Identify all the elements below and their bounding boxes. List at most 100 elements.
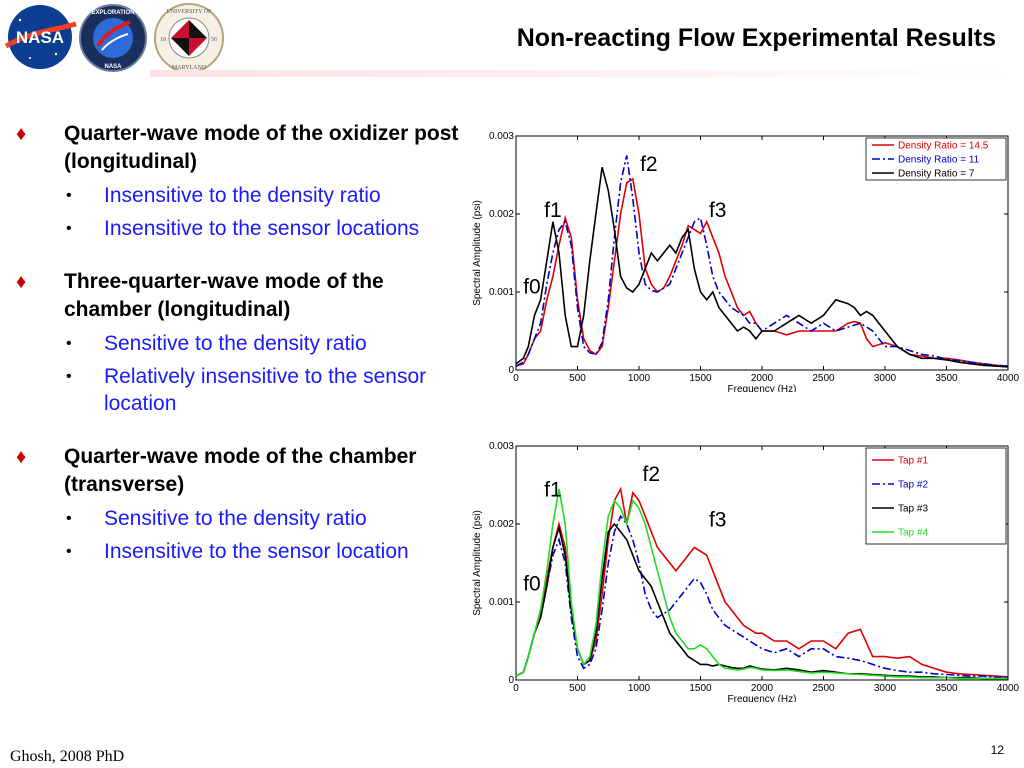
x-axis-label: Frequency (Hz) [728,694,797,702]
x-axis-label: Frequency (Hz) [728,384,797,392]
title-rule [150,70,1016,77]
sub-bullet-list: • Sensitive to the density ratio • Insensi… [64,505,464,565]
dot-bullet-icon: • [66,543,72,560]
bullet-item: ♦ Quarter-wave mode of the chamber (tran… [14,443,464,565]
peak-annotation: f1 [544,479,562,502]
x-tick-label: 3000 [874,373,897,384]
footer-credit: Ghosh, 2008 PhD [10,748,125,765]
peak-annotation: f2 [640,153,658,176]
y-tick-label: 0.003 [489,441,514,452]
x-tick-label: 500 [569,683,586,694]
bullet-item: ♦ Three-quarter-wave mode of the chamber… [14,268,464,417]
x-tick-label: 3500 [935,373,958,384]
legend-label: Tap #4 [898,528,928,539]
x-tick-label: 2000 [751,683,774,694]
peak-annotation: f2 [643,463,661,486]
x-tick-label: 1000 [628,373,651,384]
dot-bullet-icon: • [66,368,72,385]
legend-label: Tap #3 [898,504,928,515]
x-tick-label: 0 [513,373,519,384]
page-title: Non-reacting Flow Experimental Results [516,24,996,52]
sub-bullet-list: • Insensitive to the density ratio • Insen… [64,182,464,242]
tap-location-spectrum-chart: 0 500 1000 1500 2000 2500 3000 3500 4000 0 0.001 0.… [472,441,1020,702]
legend-label: Tap #1 [898,456,928,467]
peak-annotation: f0 [523,572,541,595]
legend: Density Ratio = 14.5 Density Ratio = 11 De… [865,137,1007,181]
y-tick-label: 0.003 [489,131,514,142]
x-tick-label: 4000 [997,683,1020,694]
y-tick-label: 0 [508,365,514,376]
y-tick-label: 0 [508,675,514,686]
y-tick-label: 0.001 [489,597,514,608]
legend-label: Density Ratio = 14.5 [898,141,989,152]
dot-bullet-icon: • [66,335,72,352]
peak-annotation: f3 [709,508,727,531]
sub-bullet-item: • Insensitive to the density ratio [64,182,464,209]
sub-bullet-text: Sensitive to the density ratio [104,332,367,355]
sub-bullet-text: Sensitive to the density ratio [104,507,367,530]
svg-text:MARYLAND: MARYLAND [172,65,207,71]
legend-label: Density Ratio = 7 [898,169,975,180]
legend-label: Density Ratio = 11 [898,155,980,166]
sub-bullet-text: Relatively insensitive to the sensor loc… [104,365,427,415]
svg-text:NASA: NASA [16,28,64,47]
sub-bullet-text: Insensitive to the density ratio [104,184,381,207]
legend-box [865,447,1007,545]
x-tick-label: 3500 [935,683,958,694]
series-line-2 [515,514,1008,678]
diamond-bullet-icon: ♦ [16,446,27,468]
x-tick-label: 1500 [689,373,712,384]
diamond-bullet-icon: ♦ [16,271,27,293]
series-group [515,155,1009,368]
y-axis-label: Spectral Amplitude (psi) [472,200,483,306]
peak-annotation: f3 [709,199,727,222]
legend-label: Tap #2 [898,480,928,491]
dot-bullet-icon: • [66,510,72,527]
exploration-logo: EXPLORATION NASA [79,4,147,72]
sub-bullet-item: • Insensitive to the sensor locations [64,215,464,242]
diamond-bullet-icon: ♦ [16,123,27,145]
svg-text:EXPLORATION: EXPLORATION [92,10,135,16]
y-tick-label: 0.002 [489,209,514,220]
umd-seal-logo: UNIVERSITY OF MARYLAND 18 56 [154,3,224,73]
x-tick-label: 1500 [689,683,712,694]
x-tick-label: 2500 [812,373,835,384]
x-tick-label: 2500 [812,683,835,694]
peak-annotation: f1 [544,199,562,222]
density-ratio-spectrum-chart: 0 500 1000 1500 2000 2500 3000 3500 4000 0 0.001 0.… [472,131,1020,392]
sub-bullet-item: • Sensitive to the density ratio [64,505,464,532]
series-line-3 [515,166,1009,368]
svg-text:UNIVERSITY OF: UNIVERSITY OF [167,9,213,15]
peak-annotation: f0 [523,276,541,299]
series-line-1 [515,177,1009,367]
legend: Tap #1 Tap #2 Tap #3 Tap #4 [865,447,1007,545]
nasa-logo: NASA [4,5,77,69]
bullet-item: ♦ Quarter-wave mode of the oxidizer post… [14,120,464,242]
x-tick-label: 0 [513,683,519,694]
logo-bar: NASA EXPLORATION NASA UNIVERSITY OF MARY… [0,0,230,76]
svg-text:NASA: NASA [104,64,122,70]
y-tick-label: 0.002 [489,519,514,530]
x-tick-label: 2000 [751,373,774,384]
bullet-list: ♦ Quarter-wave mode of the oxidizer post… [14,120,464,591]
sub-bullet-item: • Relatively insensitive to the sensor lo… [64,363,464,417]
sub-bullet-text: Insensitive to the sensor locations [104,217,420,240]
sub-bullet-text: Insensitive to the sensor location [104,540,409,563]
series-line-2 [515,155,1009,367]
x-tick-label: 3000 [874,683,897,694]
x-tick-label: 1000 [628,683,651,694]
svg-text:56: 56 [211,37,217,43]
bullet-text: Quarter-wave mode of the chamber (transv… [64,445,417,496]
sub-bullet-item: • Insensitive to the sensor location [64,538,464,565]
y-axis-label: Spectral Amplitude (psi) [472,510,483,616]
dot-bullet-icon: • [66,220,72,237]
page-number: 12 [990,743,1004,757]
bullet-text: Three-quarter-wave mode of the chamber (… [64,270,384,321]
bullet-text: Quarter-wave mode of the oxidizer post (… [64,122,459,173]
x-tick-label: 4000 [997,373,1020,384]
dot-bullet-icon: • [66,187,72,204]
sub-bullet-item: • Sensitive to the density ratio [64,330,464,357]
y-tick-label: 0.001 [489,287,514,298]
svg-text:18: 18 [160,37,166,43]
sub-bullet-list: • Sensitive to the density ratio • Relativ… [64,330,464,417]
